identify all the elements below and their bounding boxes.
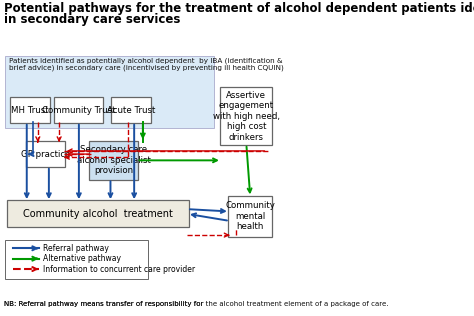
FancyBboxPatch shape	[111, 97, 151, 123]
FancyBboxPatch shape	[89, 141, 138, 180]
Text: Information to concurrent care provider: Information to concurrent care provider	[43, 264, 195, 274]
Text: Patients identified as potentially alcohol dependent  by IBA (identification &
b: Patients identified as potentially alcoh…	[9, 57, 283, 71]
Text: Alternative pathway: Alternative pathway	[43, 254, 121, 263]
Text: in secondary care services: in secondary care services	[4, 13, 180, 26]
FancyBboxPatch shape	[10, 97, 50, 123]
FancyBboxPatch shape	[5, 240, 147, 279]
Text: Secondary care
alcohol specialist
provision: Secondary care alcohol specialist provis…	[77, 145, 151, 175]
Text: MH Trust: MH Trust	[11, 106, 49, 114]
FancyBboxPatch shape	[26, 141, 65, 167]
Text: NB: Referral pathway means transfer of responsibility for the alcohol treatment : NB: Referral pathway means transfer of r…	[4, 301, 388, 307]
Text: Referral pathway: Referral pathway	[43, 244, 109, 253]
FancyBboxPatch shape	[228, 196, 273, 237]
FancyBboxPatch shape	[5, 56, 214, 128]
FancyBboxPatch shape	[220, 87, 273, 145]
Text: Assertive
engagement
with high need,
high cost
drinkers: Assertive engagement with high need, hig…	[213, 91, 280, 142]
Text: Acute Trust: Acute Trust	[107, 106, 155, 114]
Text: Community
mental
health: Community mental health	[225, 201, 275, 231]
Text: Community Trust: Community Trust	[42, 106, 116, 114]
Text: Potential pathways for the treatment of alcohol dependent patients identified: Potential pathways for the treatment of …	[4, 2, 474, 15]
FancyBboxPatch shape	[55, 97, 103, 123]
FancyBboxPatch shape	[7, 200, 189, 227]
Text: GP practice: GP practice	[21, 149, 71, 159]
Text: NB: Referral pathway means transfer of responsibility for: NB: Referral pathway means transfer of r…	[4, 301, 205, 307]
Text: Community alcohol  treatment: Community alcohol treatment	[23, 209, 173, 219]
